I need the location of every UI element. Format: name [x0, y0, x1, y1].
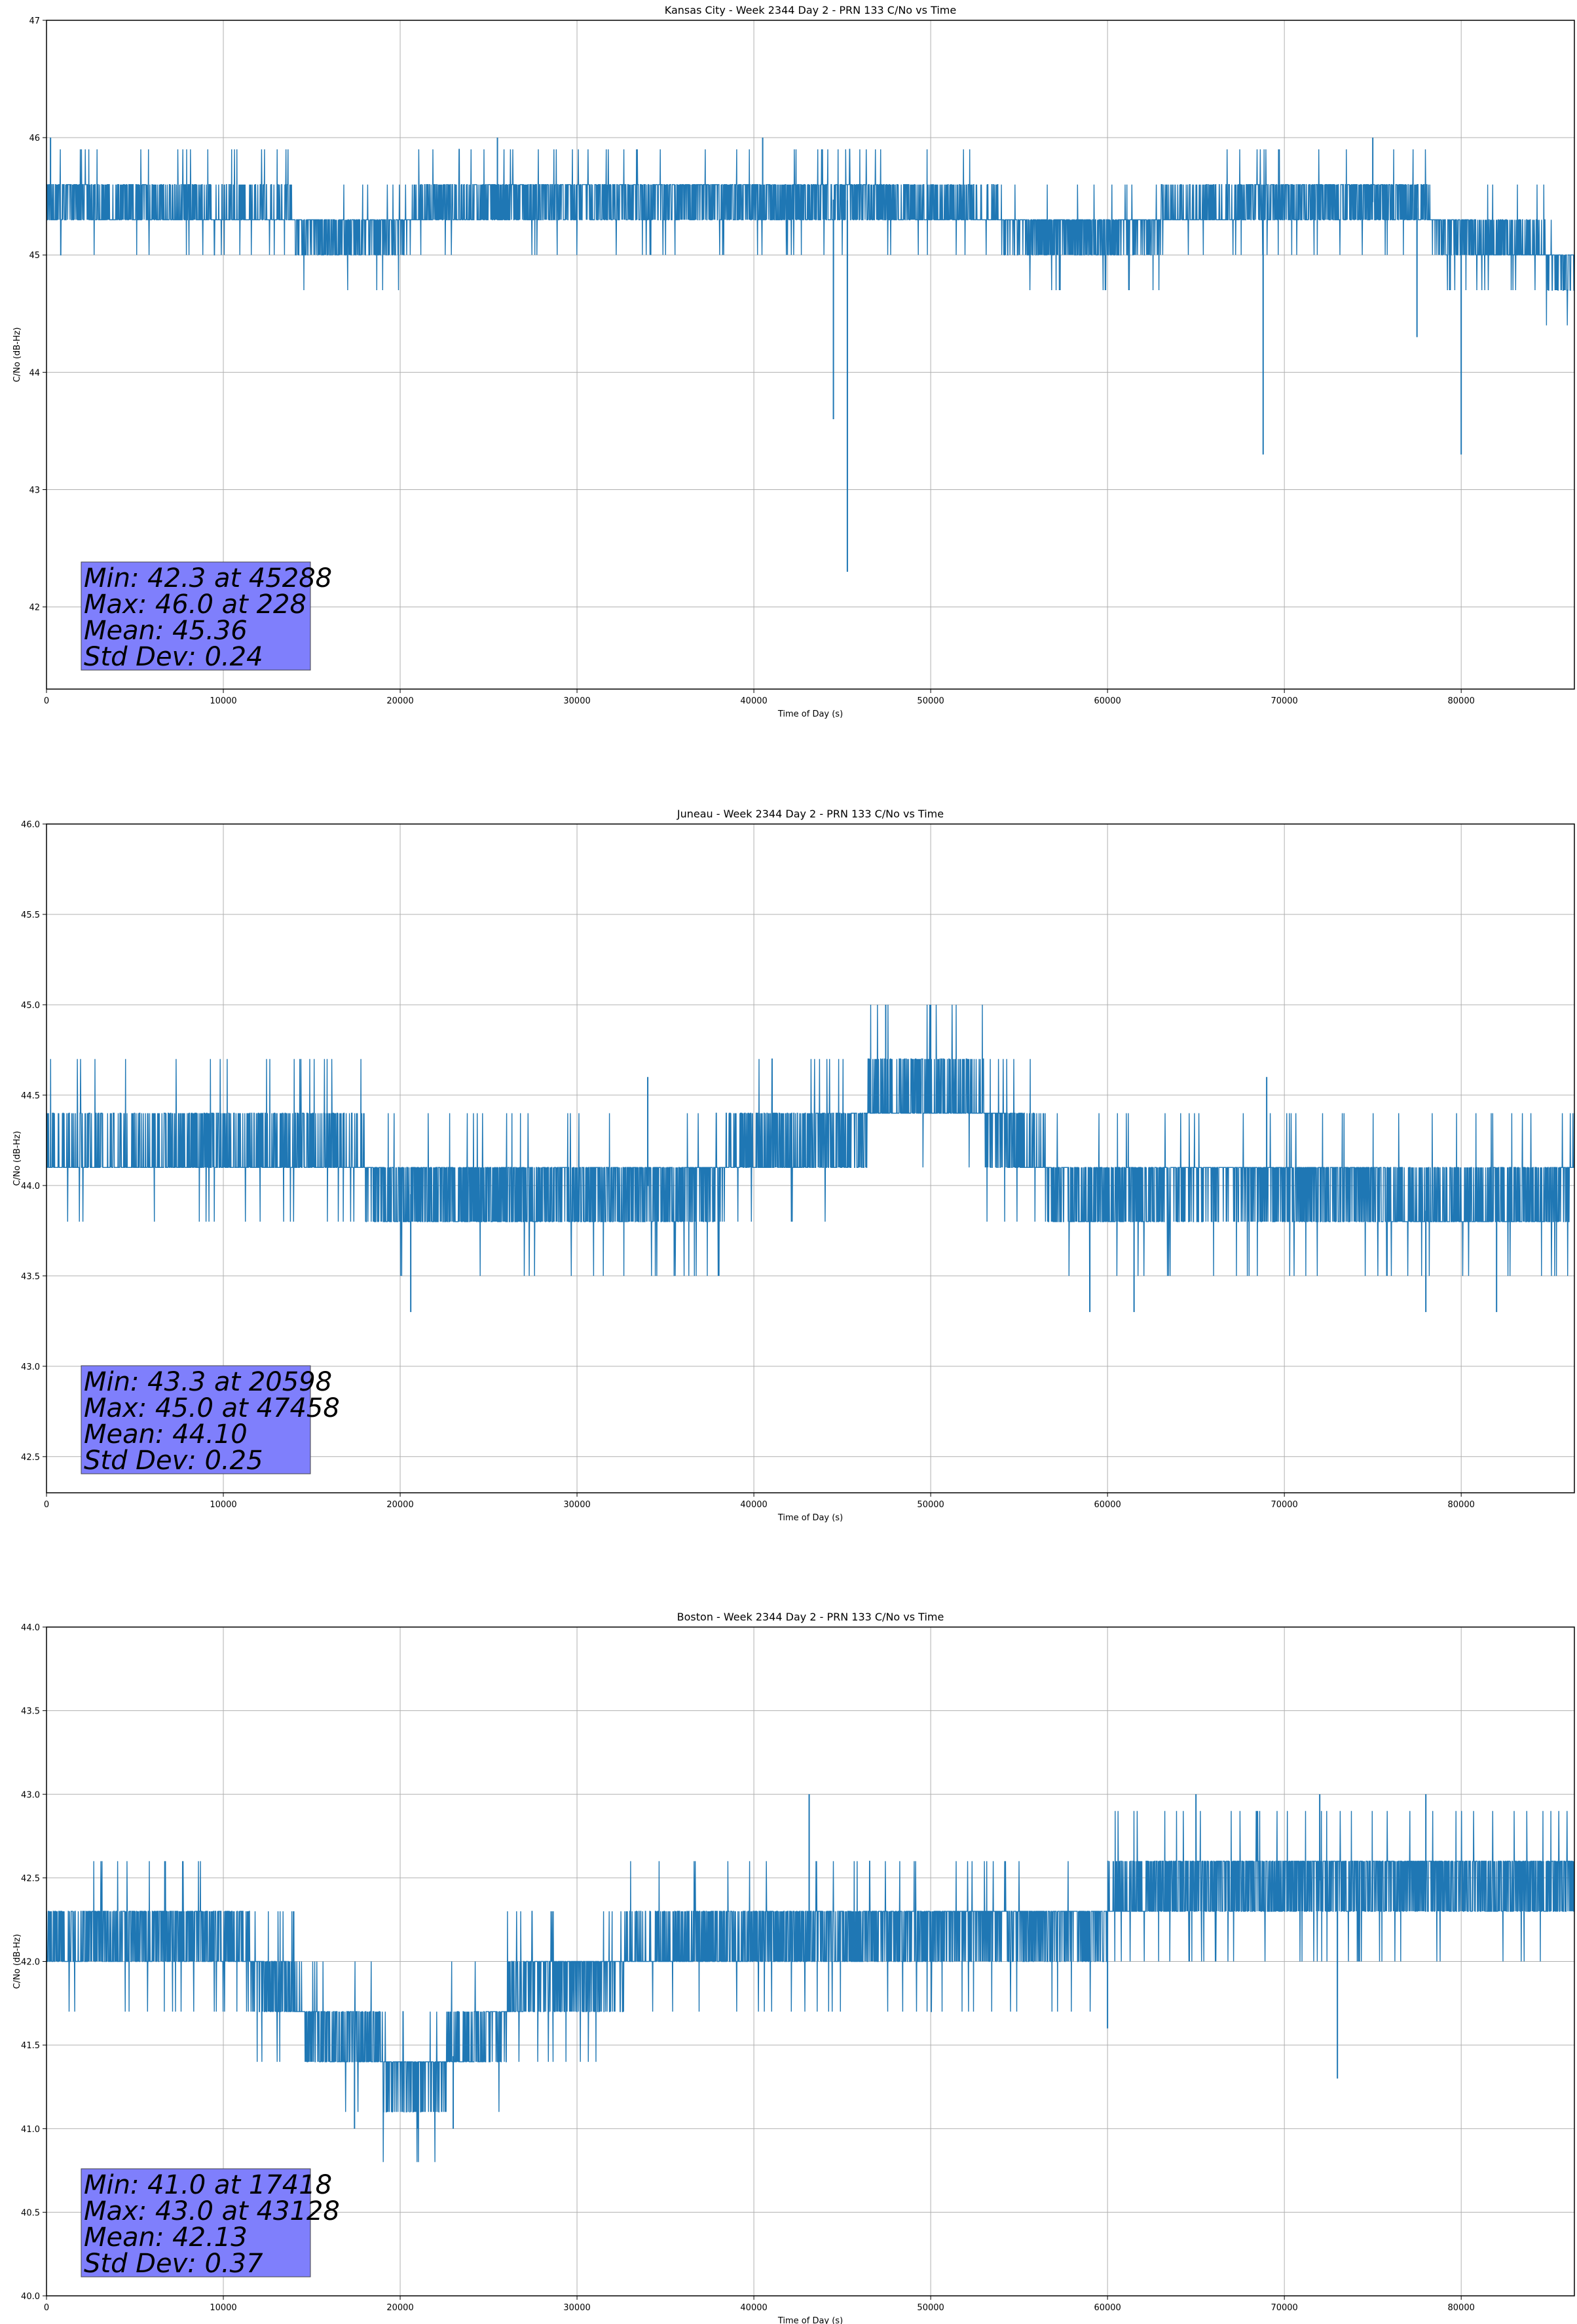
x-tick-label: 20000	[386, 2303, 413, 2313]
y-tick-label: 40.5	[21, 2208, 40, 2218]
x-tick-label: 0	[44, 696, 49, 706]
x-tick-label: 30000	[563, 696, 590, 706]
stats-line: Mean: 45.36	[84, 616, 248, 646]
plot-frame	[46, 823, 1575, 1493]
y-tick-label: 43.5	[21, 1272, 40, 1282]
y-tick-label: 46	[29, 134, 40, 143]
stats-line: Min: 41.0 at 17418	[84, 2170, 332, 2200]
x-axis-label: Time of Day (s)	[777, 2316, 843, 2324]
x-tick-label: 20000	[386, 1500, 413, 1510]
chart-title: Boston - Week 2344 Day 2 - PRN 133 C/No …	[677, 1611, 944, 1623]
y-tick-label: 41.0	[21, 2125, 40, 2135]
y-tick-label: 42	[29, 603, 40, 613]
y-axis-label: C/No (dB-Hz)	[12, 328, 22, 383]
y-tick-label: 44.0	[21, 1182, 40, 1191]
stats-line: Mean: 42.13	[84, 2222, 248, 2253]
x-tick-label: 70000	[1271, 696, 1297, 706]
y-tick-label: 40.0	[21, 2292, 40, 2302]
y-tick-label: 45.5	[21, 910, 40, 920]
x-tick-label: 30000	[563, 2303, 590, 2313]
x-tick-label: 0	[44, 2303, 49, 2313]
stats-line: Max: 45.0 at 47458	[84, 1393, 340, 1423]
y-tick-label: 47	[29, 16, 40, 26]
x-tick-label: 80000	[1448, 1500, 1475, 1510]
x-tick-label: 80000	[1448, 696, 1475, 706]
x-tick-label: 60000	[1094, 2303, 1121, 2313]
cno-series-line	[46, 138, 1575, 572]
x-tick-label: 30000	[563, 1500, 590, 1510]
x-tick-label: 20000	[386, 696, 413, 706]
stats-line: Max: 43.0 at 43128	[84, 2196, 340, 2226]
stats-line: Std Dev: 0.24	[84, 642, 263, 672]
x-axis-label: Time of Day (s)	[777, 1513, 843, 1523]
stats-line: Min: 43.3 at 20598	[84, 1367, 332, 1397]
x-tick-label: 60000	[1094, 1500, 1121, 1510]
stats-line: Max: 46.0 at 228	[84, 590, 306, 620]
chart-panel-2: 0 10000 20000 30000 40000 50000 60000 70000 8000…	[12, 808, 1575, 1523]
y-tick-label: 43.5	[21, 1707, 40, 1717]
y-tick-label: 44.0	[21, 1623, 40, 1633]
y-tick-label: 43.0	[21, 1362, 40, 1372]
y-tick-label: 41.5	[21, 2041, 40, 2051]
chart-title: Kansas City - Week 2344 Day 2 - PRN 133 …	[665, 4, 956, 16]
y-tick-label: 44.5	[21, 1091, 40, 1101]
y-tick-label: 45	[29, 251, 40, 261]
x-tick-label: 70000	[1271, 1500, 1297, 1510]
x-tick-label: 40000	[740, 2303, 767, 2313]
x-tick-label: 50000	[917, 1500, 944, 1510]
x-tick-label: 80000	[1448, 2303, 1475, 2313]
stats-line: Std Dev: 0.25	[84, 1446, 263, 1476]
x-tick-label: 10000	[210, 2303, 236, 2313]
y-tick-label: 42.5	[21, 1874, 40, 1884]
x-tick-label: 50000	[917, 696, 944, 706]
y-axis-label: C/No (dB-Hz)	[12, 1131, 22, 1186]
chart-panel-1: 0 10000 20000 30000 40000 50000 60000 70000 8000…	[12, 4, 1575, 719]
y-tick-label: 45.0	[21, 1001, 40, 1011]
chart-panel-3: 0 10000 20000 30000 40000 50000 60000 70000 8000…	[12, 1611, 1575, 2324]
stats-box	[81, 2168, 311, 2277]
x-tick-label: 0	[44, 1500, 49, 1510]
x-tick-label: 40000	[740, 696, 767, 706]
x-tick-label: 40000	[740, 1500, 767, 1510]
y-tick-label: 43	[29, 485, 40, 495]
x-axis-label: Time of Day (s)	[777, 709, 843, 719]
stats-line: Std Dev: 0.37	[84, 2249, 263, 2279]
y-tick-label: 43.0	[21, 1790, 40, 1800]
plot-frame	[46, 20, 1575, 690]
x-tick-label: 70000	[1271, 2303, 1297, 2313]
x-tick-label: 50000	[917, 2303, 944, 2313]
stats-box	[81, 1365, 311, 1474]
y-tick-label: 46.0	[21, 820, 40, 830]
stats-box	[81, 561, 311, 671]
cno-series-line	[46, 1794, 1574, 2162]
y-tick-label: 44	[29, 368, 40, 378]
x-tick-label: 60000	[1094, 696, 1121, 706]
cno-series-line	[46, 1004, 1575, 1313]
stats-line: Mean: 44.10	[84, 1419, 248, 1450]
chart-title: Juneau - Week 2344 Day 2 - PRN 133 C/No …	[677, 808, 944, 820]
x-tick-label: 10000	[210, 696, 236, 706]
y-tick-label: 42.5	[21, 1453, 40, 1463]
stats-line: Min: 42.3 at 45288	[84, 563, 332, 593]
x-tick-label: 10000	[210, 1500, 236, 1510]
y-axis-label: C/No (dB-Hz)	[12, 1934, 22, 1989]
y-tick-label: 42.0	[21, 1958, 40, 1968]
